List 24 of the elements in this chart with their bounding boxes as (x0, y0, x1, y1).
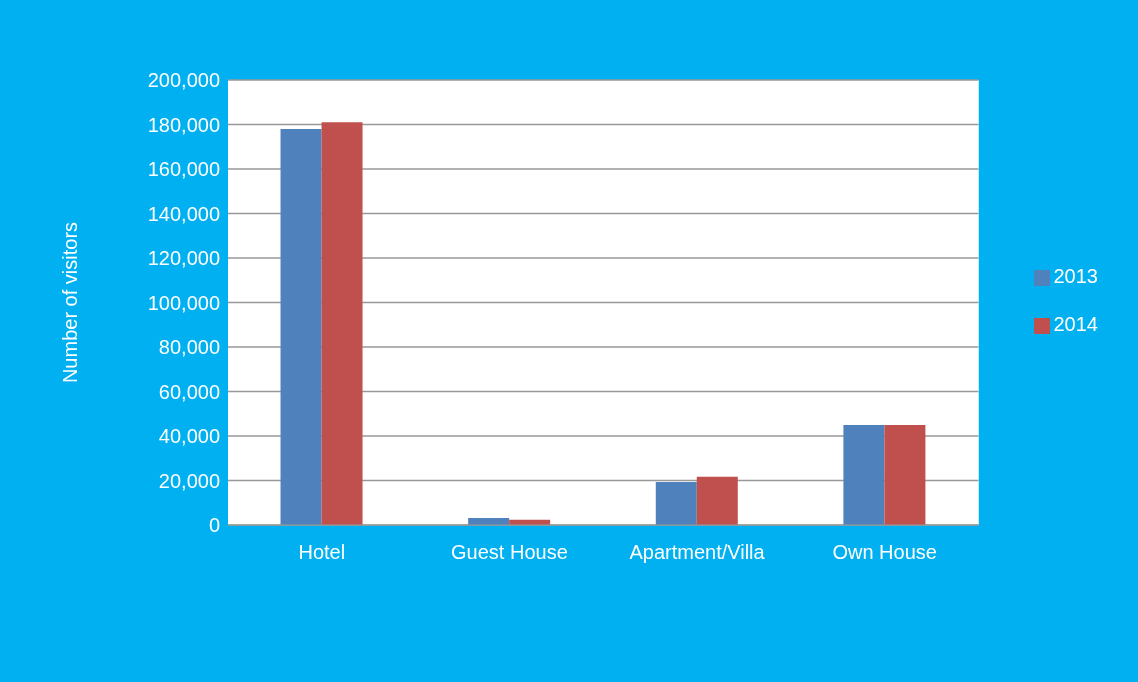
x-tick-label: Hotel (298, 541, 346, 564)
bar (884, 424, 926, 525)
x-tick-label: Own House (832, 541, 937, 564)
y-tick-label: 140,000 (147, 202, 220, 225)
legend-label: 2014 (1053, 313, 1098, 335)
legend-label: 2013 (1053, 265, 1098, 287)
y-tick-label: 180,000 (147, 113, 220, 136)
y-tick-label: 100,000 (147, 291, 220, 314)
y-tick-label: 20,000 (158, 469, 220, 492)
bar (843, 424, 885, 525)
x-tick-label: Apartment/Villa (629, 541, 766, 564)
bar (321, 122, 363, 525)
bar (655, 482, 697, 525)
y-tick-label: 160,000 (147, 158, 220, 181)
y-tick-label: 60,000 (158, 380, 220, 403)
y-axis-title: Number of visitors (59, 221, 82, 384)
x-tick-label: Guest House (451, 541, 568, 564)
y-tick-label: 0 (208, 514, 220, 537)
bar (696, 476, 738, 525)
y-tick-label: 40,000 (158, 425, 220, 448)
y-tick-label: 120,000 (147, 247, 220, 270)
y-tick-label: 200,000 (147, 69, 220, 92)
y-tick-label: 80,000 (158, 336, 220, 359)
bar (280, 128, 322, 525)
